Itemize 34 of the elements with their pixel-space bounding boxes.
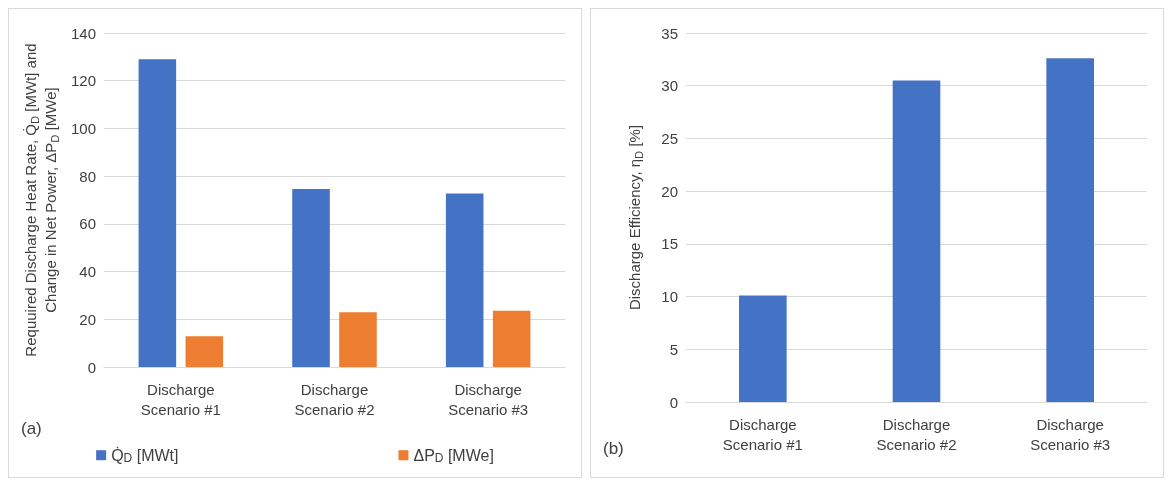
bar <box>445 193 484 367</box>
x-tick-label: Discharge Scenario #2 <box>294 380 375 418</box>
y-tick-label: 15 <box>661 235 678 253</box>
y-tick-label: 80 <box>79 167 96 185</box>
y-tick-label: 30 <box>661 77 678 95</box>
y-tick-label: 0 <box>87 358 96 376</box>
bar <box>492 310 531 367</box>
y-axis-title: Discharge Efficiency, ηD [%] <box>625 124 645 311</box>
text: (a) <box>21 419 42 438</box>
x-tick-label: Discharge Scenario #1 <box>140 380 221 418</box>
y-tick-label: 100 <box>70 119 96 137</box>
x-tick-label: Discharge Scenario #3 <box>1030 415 1111 453</box>
bar <box>185 336 224 367</box>
bar <box>292 189 330 367</box>
y-tick-label: 20 <box>661 182 678 200</box>
bar <box>339 312 377 367</box>
bar <box>1046 58 1094 402</box>
y-tick-label: 120 <box>70 72 96 90</box>
y-tick-label: 0 <box>669 393 678 411</box>
y-tick-label: 140 <box>70 24 96 42</box>
bar <box>138 59 177 367</box>
y-tick-label: 40 <box>79 263 96 281</box>
y-tick-label: 10 <box>661 288 678 306</box>
x-tick-label: Discharge Scenario #2 <box>876 415 957 453</box>
y-tick-label: 60 <box>79 215 96 233</box>
y-tick-label: 35 <box>661 24 678 42</box>
y-tick-label: 25 <box>661 129 678 147</box>
x-tick-label: Discharge Scenario #3 <box>448 380 529 418</box>
y-tick-label: 5 <box>669 340 678 358</box>
text: (b) <box>603 439 624 458</box>
bar <box>892 80 941 402</box>
x-tick-label: Discharge Scenario #1 <box>722 415 803 453</box>
y-tick-label: 20 <box>79 310 96 328</box>
bar <box>739 295 787 402</box>
